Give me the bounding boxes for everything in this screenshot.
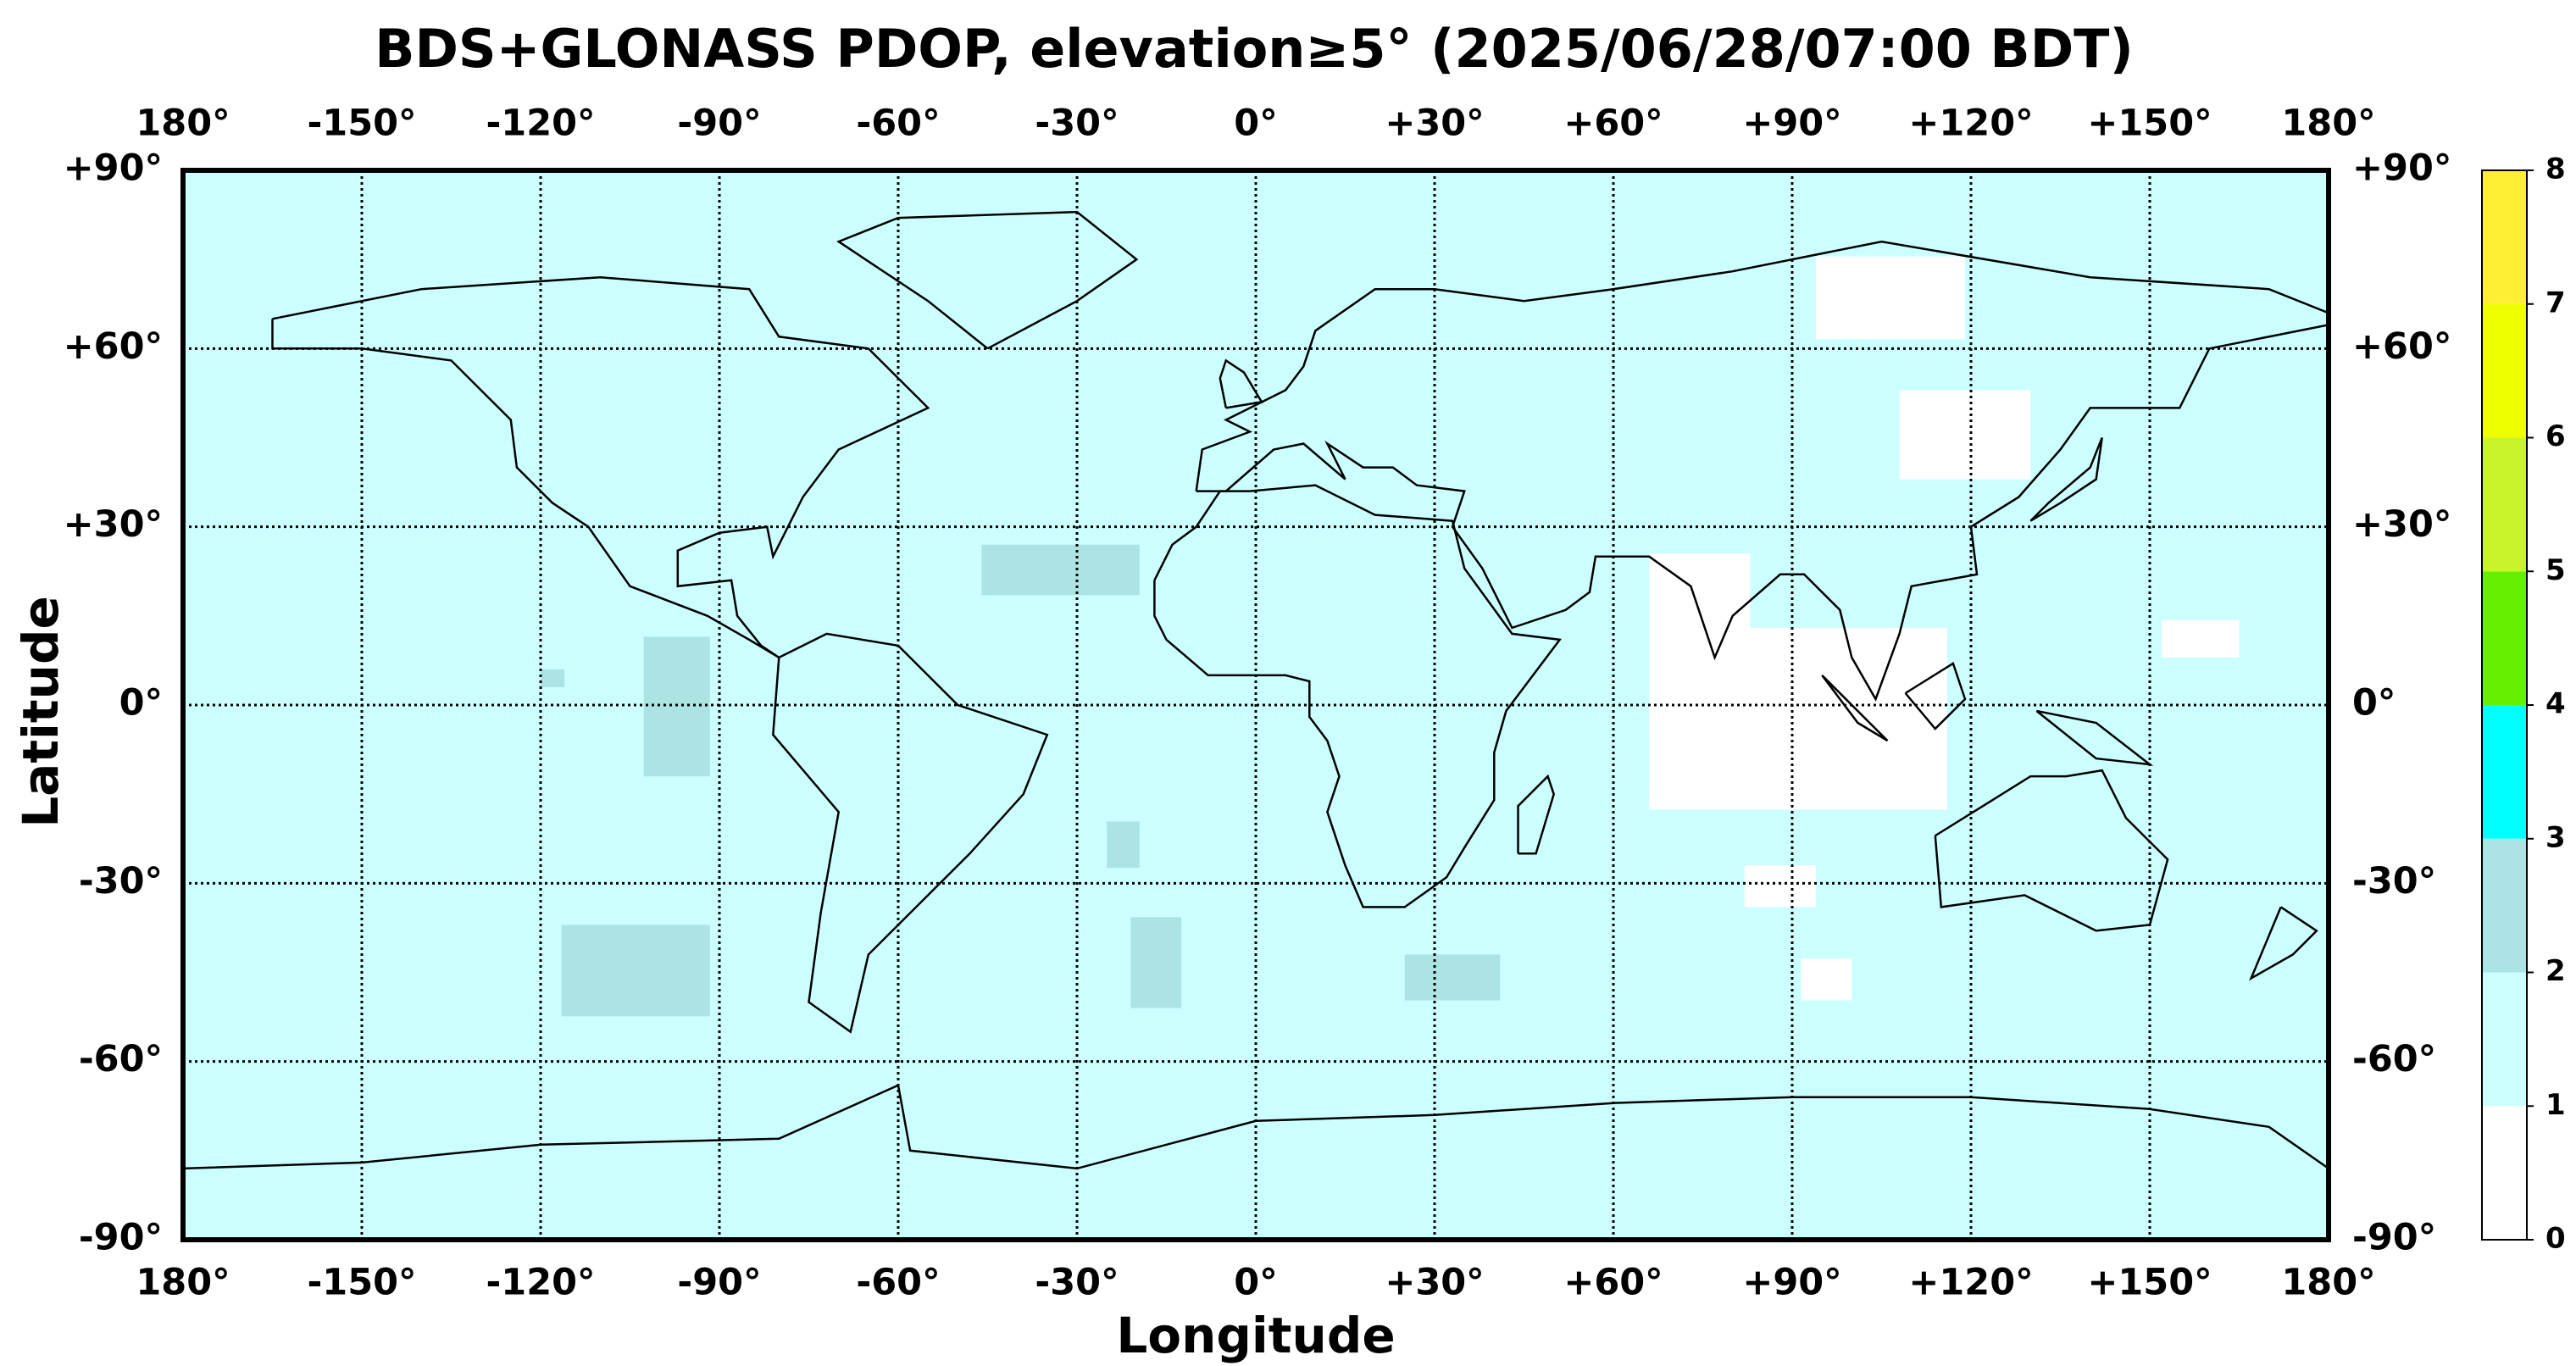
pdop-region xyxy=(1404,954,1501,1001)
pdop-region xyxy=(1816,256,1965,340)
y-tick-label: -90° xyxy=(2352,1217,2436,1259)
y-tick-label: -60° xyxy=(79,1038,163,1080)
y-tick-label: +60° xyxy=(64,325,163,368)
pdop-region xyxy=(643,636,710,777)
coastline xyxy=(271,275,930,658)
pdop-region xyxy=(1107,821,1140,869)
colorbar-tick-label: 0 xyxy=(2545,1222,2566,1256)
pdop-region xyxy=(981,544,1140,596)
y-axis-label: Latitude xyxy=(12,596,69,828)
pdop-region xyxy=(2162,619,2240,658)
x-tick-label: +60° xyxy=(1563,103,1663,145)
y-tick-label: +30° xyxy=(64,503,163,546)
x-tick-label: +30° xyxy=(1385,103,1484,145)
pdop-region xyxy=(1899,390,2031,480)
x-tick-label: -90° xyxy=(677,103,761,145)
x-tick-label: 180° xyxy=(136,103,230,145)
coastline xyxy=(836,210,1139,350)
colorbar-segment xyxy=(2482,571,2527,705)
colorbar-tick-label: 4 xyxy=(2545,687,2566,721)
x-tick-label: 180° xyxy=(2281,103,2375,145)
pdop-region xyxy=(1801,958,1852,1001)
coastline xyxy=(1934,769,2169,932)
coastline xyxy=(772,632,1049,1034)
chart-title: BDS+GLONASS PDOP, elevation≥5° (2025/06/… xyxy=(375,18,2134,80)
x-tick-label: 0° xyxy=(1234,103,1277,145)
x-tick-label: 180° xyxy=(2281,1262,2375,1304)
y-tick-label: 0° xyxy=(2352,682,2396,725)
pdop-region xyxy=(1130,917,1182,1008)
colorbar-segment xyxy=(2482,303,2527,438)
colorbar-tick-label: 3 xyxy=(2545,820,2566,854)
x-tick-label: -30° xyxy=(1035,103,1119,145)
x-tick-label: -60° xyxy=(856,103,940,145)
y-tick-label: -30° xyxy=(79,860,163,902)
x-tick-label: -60° xyxy=(856,1262,940,1304)
colorbar-segment xyxy=(2482,1106,2527,1240)
coastline xyxy=(2029,437,2103,522)
pdop-region xyxy=(1649,627,1947,810)
pdop-region xyxy=(541,669,565,687)
coastline xyxy=(1904,662,1967,730)
colorbar-segment xyxy=(2482,170,2527,304)
colorbar-tick-label: 8 xyxy=(2545,153,2566,186)
colorbar-tick-label: 7 xyxy=(2545,286,2566,319)
x-tick-label: 0° xyxy=(1234,1262,1277,1304)
x-tick-label: 180° xyxy=(136,1262,230,1304)
colorbar-segment xyxy=(2482,972,2527,1107)
x-tick-label: +150° xyxy=(2087,103,2212,145)
x-tick-label: -30° xyxy=(1035,1262,1119,1304)
colorbar-tick-label: 2 xyxy=(2545,954,2566,988)
pdop-region xyxy=(561,925,710,1017)
colorbar-tick-label: 1 xyxy=(2545,1088,2566,1122)
x-tick-label: +120° xyxy=(1908,103,2033,145)
y-tick-label: +90° xyxy=(2352,147,2451,190)
pdop-region xyxy=(1744,865,1817,908)
coastline xyxy=(1517,774,1556,855)
y-tick-label: +60° xyxy=(2352,325,2451,368)
coastline xyxy=(1153,484,1562,908)
colorbar-segment xyxy=(2482,838,2527,973)
x-tick-label: +120° xyxy=(1908,1262,2033,1304)
x-tick-label: +90° xyxy=(1742,1262,1841,1304)
y-tick-label: +90° xyxy=(64,147,163,190)
plot-frame xyxy=(180,168,2331,1242)
x-tick-label: -150° xyxy=(307,1262,416,1304)
y-tick-label: -30° xyxy=(2352,860,2436,902)
pdop-region xyxy=(1649,553,1751,628)
y-tick-label: -60° xyxy=(2352,1038,2436,1080)
colorbar-segment xyxy=(2482,437,2527,572)
x-tick-label: +30° xyxy=(1385,1262,1484,1304)
y-tick-label: -90° xyxy=(79,1217,163,1259)
colorbar-segment xyxy=(2482,705,2527,839)
x-tick-label: -150° xyxy=(307,103,416,145)
coastline xyxy=(1821,675,1889,742)
x-tick-label: -90° xyxy=(677,1262,761,1304)
y-tick-label: 0° xyxy=(119,682,163,725)
x-axis-label: Longitude xyxy=(1116,1307,1395,1364)
x-tick-label: -120° xyxy=(486,1262,595,1304)
coastline xyxy=(2249,906,2318,981)
x-tick-label: -120° xyxy=(486,103,595,145)
coastline xyxy=(1195,240,2330,702)
x-tick-label: +90° xyxy=(1742,103,1841,145)
colorbar-tick-label: 5 xyxy=(2545,553,2566,587)
x-tick-label: +150° xyxy=(2087,1262,2212,1304)
colorbar-tick-label: 6 xyxy=(2545,419,2566,453)
y-tick-label: +30° xyxy=(2352,503,2451,546)
x-tick-label: +60° xyxy=(1563,1262,1663,1304)
